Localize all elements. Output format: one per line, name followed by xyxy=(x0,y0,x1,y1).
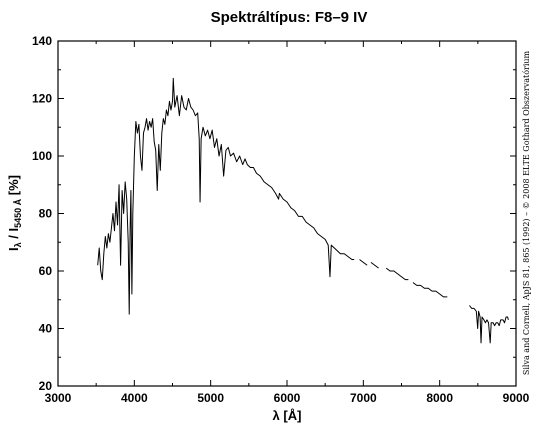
chart-title: Spektráltípus: F8–9 IV xyxy=(211,9,368,26)
spectrum-segment xyxy=(469,305,509,344)
x-tick-label: 8000 xyxy=(426,391,453,405)
spectrum-segment xyxy=(412,282,448,298)
y-axis-label: Iλ / I5450 Å [%] xyxy=(6,175,23,251)
x-tick-label: 6000 xyxy=(274,391,301,405)
x-tick-label: 5000 xyxy=(197,391,224,405)
x-axis: 3000 4000 5000 6000 7000 8000 9000 xyxy=(45,41,530,405)
plot-frame xyxy=(57,40,517,387)
x-axis-label: λ [Å] xyxy=(273,408,302,423)
x-tick-label: 4000 xyxy=(121,391,148,405)
x-tick-label: 3000 xyxy=(45,391,72,405)
spectrum-series xyxy=(97,77,509,344)
x-tick-label: 7000 xyxy=(350,391,377,405)
spectrum-segment xyxy=(370,261,379,269)
spectrum-segment xyxy=(385,267,409,281)
y-tick-label: 80 xyxy=(39,207,53,221)
spectrum-segment xyxy=(97,77,355,315)
spectrum-segment xyxy=(359,259,368,266)
y-tick-label: 120 xyxy=(32,92,52,106)
y-tick-label: 60 xyxy=(39,264,53,278)
y-tick-label: 100 xyxy=(32,149,52,163)
y-axis: 20 40 60 80 100 120 140 xyxy=(32,34,516,393)
credit-note: Silva and Cornell, ApJS 81, 865 (1992) –… xyxy=(522,50,531,375)
x-tick-label: 9000 xyxy=(503,391,530,405)
y-tick-label: 20 xyxy=(39,379,53,393)
y-tick-label: 140 xyxy=(32,34,52,48)
y-tick-label: 40 xyxy=(39,322,53,336)
